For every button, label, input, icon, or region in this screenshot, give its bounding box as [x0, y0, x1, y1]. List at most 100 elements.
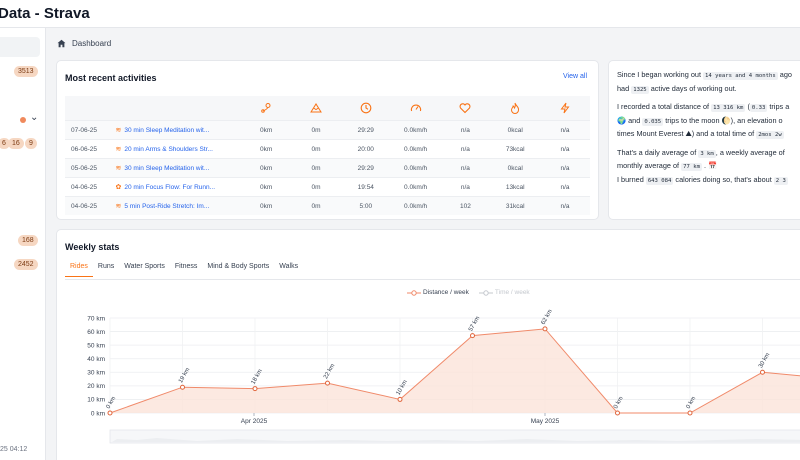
- activity-link[interactable]: ≋ 30 min Sleep Meditation wit...: [115, 164, 242, 173]
- distance-cell: 0km: [260, 145, 273, 153]
- activity-date: 05-06-25: [71, 164, 98, 172]
- elevation-cell: 0m: [311, 202, 321, 210]
- speed-cell: 0.0km/h: [404, 202, 428, 210]
- chevron-down-icon[interactable]: ⌄: [30, 112, 39, 123]
- speed-cell: 0.0km/h: [404, 145, 428, 153]
- tab-walks[interactable]: Walks: [279, 263, 299, 270]
- activity-link[interactable]: ≋ 30 min Sleep Meditation wit...: [116, 126, 242, 135]
- recent-activities-card: Most recent activities View all 07-06-25…: [56, 60, 599, 220]
- summary-value: 13 316 km: [711, 104, 746, 112]
- power-cell: n/a: [560, 164, 570, 172]
- time-cell: 20:00: [357, 145, 374, 153]
- summary-value: 0.035: [642, 117, 664, 126]
- x-tick-label: Apr 2025: [241, 418, 268, 425]
- legend-distance[interactable]: Distance / week: [407, 289, 469, 296]
- data-label: 0 km: [106, 396, 118, 410]
- legend-label: Distance / week: [423, 289, 469, 296]
- speed-cell: 0.0km/h: [404, 183, 428, 191]
- activity-date: 07-06-25: [71, 126, 98, 134]
- table-row[interactable]: 07-06-25 ≋ 30 min Sleep Meditation wit... 0…: [65, 120, 590, 139]
- summary-text-part: , a weekly average of: [715, 147, 785, 157]
- table-row[interactable]: 04-06-25 ✿ 20 min Focus Flow: For Runn... 0…: [65, 177, 590, 196]
- meditation-icon: ≋: [115, 146, 122, 153]
- tab-runs[interactable]: Runs: [97, 263, 115, 270]
- summary-value: 643 084: [645, 176, 674, 185]
- data-point: [252, 386, 258, 392]
- meditation-icon: ≋: [115, 165, 122, 172]
- sport-tabs: Rides Runs Water Sports Fitness Mind & B…: [65, 263, 303, 277]
- table-row[interactable]: 05-06-25 ≋ 30 min Sleep Meditation wit... 0…: [65, 158, 590, 177]
- data-point: [180, 384, 185, 390]
- data-point: [542, 326, 548, 332]
- status-dot: [20, 117, 26, 123]
- summary-text-part: calories doing so, that's about: [673, 174, 774, 184]
- activity-name[interactable]: 20 min Arms & Shoulders Str...: [124, 145, 213, 153]
- mountain-icon: ⛰: [685, 129, 692, 138]
- heart-rate-cell: n/a: [460, 183, 470, 191]
- count-badge: 9: [25, 138, 37, 149]
- tab-rides[interactable]: Rides: [65, 263, 93, 277]
- legend-label: Time / week: [494, 289, 530, 296]
- breadcrumb-dashboard[interactable]: Dashboard: [72, 39, 112, 48]
- legend-time[interactable]: Time / week: [478, 289, 530, 296]
- heart-rate-icon: [441, 96, 491, 120]
- count-badge: 168: [18, 235, 38, 246]
- top-bar: Data - Strava: [0, 0, 800, 28]
- activity-link[interactable]: ≋ 20 min Arms & Shoulders Str...: [115, 145, 242, 154]
- home-icon[interactable]: [57, 39, 66, 48]
- table-body: 07-06-25 ≋ 30 min Sleep Meditation wit... 0…: [65, 120, 590, 215]
- sidebar-active-item[interactable]: [0, 37, 40, 57]
- zoom-slider-preview: [112, 438, 800, 442]
- tab-water-sports[interactable]: Water Sports: [124, 263, 165, 270]
- time-cell: 5:00: [359, 202, 373, 210]
- meditation-icon: ≋: [115, 203, 122, 210]
- data-label: 18 km: [251, 368, 264, 385]
- activity-name[interactable]: 30 min Sleep Meditation wit...: [124, 126, 210, 134]
- breadcrumb: Dashboard: [57, 39, 111, 48]
- tabs-divider: [65, 279, 800, 280]
- tab-mind-body[interactable]: Mind & Body Sports: [207, 263, 270, 270]
- chart-legend: Distance / week Time / week: [407, 289, 530, 296]
- legend-line-icon: [407, 289, 421, 296]
- last-updated-time: 25 04:12: [0, 446, 28, 453]
- distance-area: [110, 328, 800, 413]
- sidebar: 3513 ⌄ 6 16 9 168 2452 25 04:12: [0, 28, 46, 460]
- y-tick-label: 30 km: [87, 370, 105, 377]
- data-label: 0 km: [686, 396, 698, 410]
- zoom-slider[interactable]: [109, 429, 800, 444]
- calories-cell: 73kcal: [505, 145, 525, 153]
- earth-icon: 🌍: [617, 115, 627, 125]
- table-row[interactable]: 04-06-25 ≋ 5 min Post-Ride Stretch: Im... 0…: [65, 196, 590, 215]
- distance-icon: [241, 96, 291, 120]
- tab-fitness[interactable]: Fitness: [174, 263, 198, 270]
- activity-link[interactable]: ≋ 5 min Post-Ride Stretch: Im...: [115, 202, 242, 211]
- distance-cell: 0km: [260, 202, 273, 210]
- count-badge: 2452: [14, 259, 38, 270]
- heart-rate-cell: 102: [459, 202, 471, 210]
- activity-name[interactable]: 20 min Focus Flow: For Runn...: [124, 183, 216, 191]
- app-title: Data - Strava: [0, 5, 90, 22]
- summary-text-part: Since I began working out: [617, 70, 703, 79]
- power-cell: n/a: [560, 202, 570, 210]
- data-label: 22 km: [323, 363, 336, 380]
- calories-icon: [490, 96, 540, 120]
- view-all-link[interactable]: View all: [563, 73, 587, 80]
- activity-link[interactable]: ✿ 20 min Focus Flow: For Runn...: [116, 183, 242, 192]
- summary-text-part: .: [701, 161, 706, 170]
- summary-text-part: and: [626, 115, 643, 125]
- data-label: 0 km: [613, 396, 625, 410]
- activity-name[interactable]: 5 min Post-Ride Stretch: Im...: [124, 202, 210, 210]
- y-tick-label: 60 km: [87, 329, 105, 336]
- speed-cell: 0.0km/h: [404, 164, 428, 172]
- heart-rate-cell: n/a: [460, 145, 470, 153]
- distance-cell: 0km: [260, 164, 273, 172]
- activity-name[interactable]: 30 min Sleep Meditation wit...: [124, 164, 210, 172]
- heart-rate-cell: n/a: [460, 126, 470, 134]
- y-tick-label: 20 km: [87, 383, 105, 390]
- time-cell: 19:54: [357, 183, 374, 191]
- data-label: 30 km: [758, 352, 771, 369]
- y-tick-label: 10 km: [87, 397, 105, 404]
- elevation-cell: 0m: [311, 145, 321, 153]
- table-row[interactable]: 06-06-25 ≋ 20 min Arms & Shoulders Str... 0…: [65, 139, 590, 158]
